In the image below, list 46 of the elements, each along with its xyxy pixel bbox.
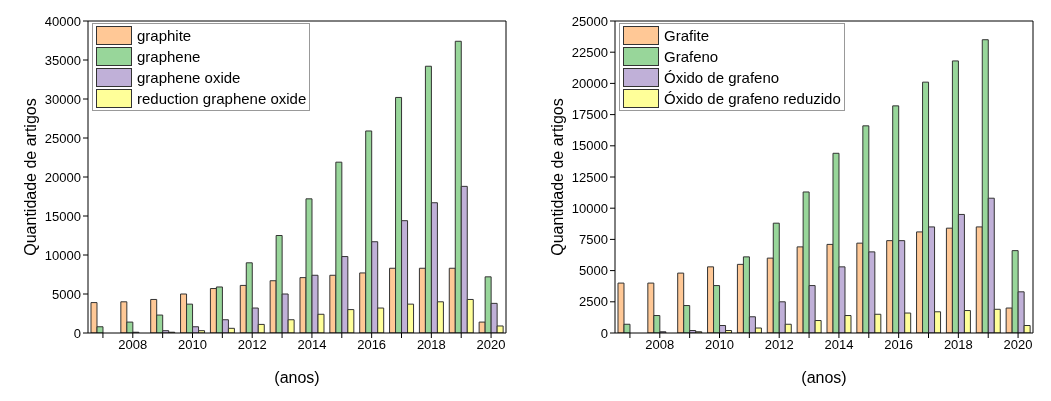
legend-label: Grafite (664, 27, 710, 44)
x-tick-label: 2020 (1003, 337, 1033, 353)
x-tick-label: 2008 (118, 337, 148, 353)
y-tick-label: 0 (73, 325, 81, 341)
y-tick-label: 10000 (44, 247, 81, 263)
legend-label: reduction graphene oxide (137, 90, 307, 107)
legend-label: Óxido de grafeno (664, 69, 780, 86)
y-tick-label: 15000 (44, 208, 81, 224)
legend-label: Óxido de grafeno reduzido (664, 90, 841, 107)
x-tick-label: 2010 (705, 337, 734, 353)
x-tick-label: 2018 (943, 337, 973, 353)
y-tick-label: 5000 (579, 263, 608, 279)
y-tick-label: 40000 (44, 13, 81, 29)
x-tick-label: 2014 (297, 337, 327, 353)
y-axis-title: Quantidade de artigos (548, 98, 566, 256)
y-tick-label: 20000 (44, 169, 81, 185)
legend-label: graphene oxide (137, 69, 241, 86)
legend-label: graphite (137, 27, 192, 44)
legend-label: Grafeno (664, 48, 719, 65)
x-tick-label: 2010 (178, 337, 207, 353)
legend-label: graphene (137, 48, 201, 65)
y-tick-label: 10000 (571, 200, 608, 216)
x-tick-label: 2016 (357, 337, 387, 353)
y-tick-label: 20000 (571, 76, 608, 92)
y-tick-label: 25000 (44, 130, 81, 146)
x-tick-label: 2018 (416, 337, 446, 353)
y-tick-label: 12500 (571, 169, 608, 185)
x-tick-label: 2008 (645, 337, 675, 353)
y-tick-label: 15000 (571, 138, 608, 154)
y-tick-label: 2500 (579, 294, 608, 310)
x-tick-label: 2016 (884, 337, 914, 353)
y-tick-label: 5000 (52, 286, 81, 302)
y-axis-title: Quantidade de artigos (21, 98, 39, 256)
y-tick-label: 17500 (571, 107, 608, 123)
x-tick-label: 2014 (824, 337, 854, 353)
y-tick-label: 30000 (44, 91, 81, 107)
x-tick-label: 2012 (764, 337, 794, 353)
y-tick-label: 7500 (579, 232, 608, 248)
x-tick-label: 2020 (476, 337, 506, 353)
x-axis-title: (anos) (801, 369, 847, 386)
y-tick-label: 0 (600, 325, 608, 341)
y-tick-label: 22500 (571, 44, 608, 60)
x-tick-label: 2012 (237, 337, 267, 353)
y-tick-label: 35000 (44, 52, 81, 68)
y-tick-label: 25000 (571, 13, 608, 29)
x-axis-title: (anos) (274, 369, 320, 386)
